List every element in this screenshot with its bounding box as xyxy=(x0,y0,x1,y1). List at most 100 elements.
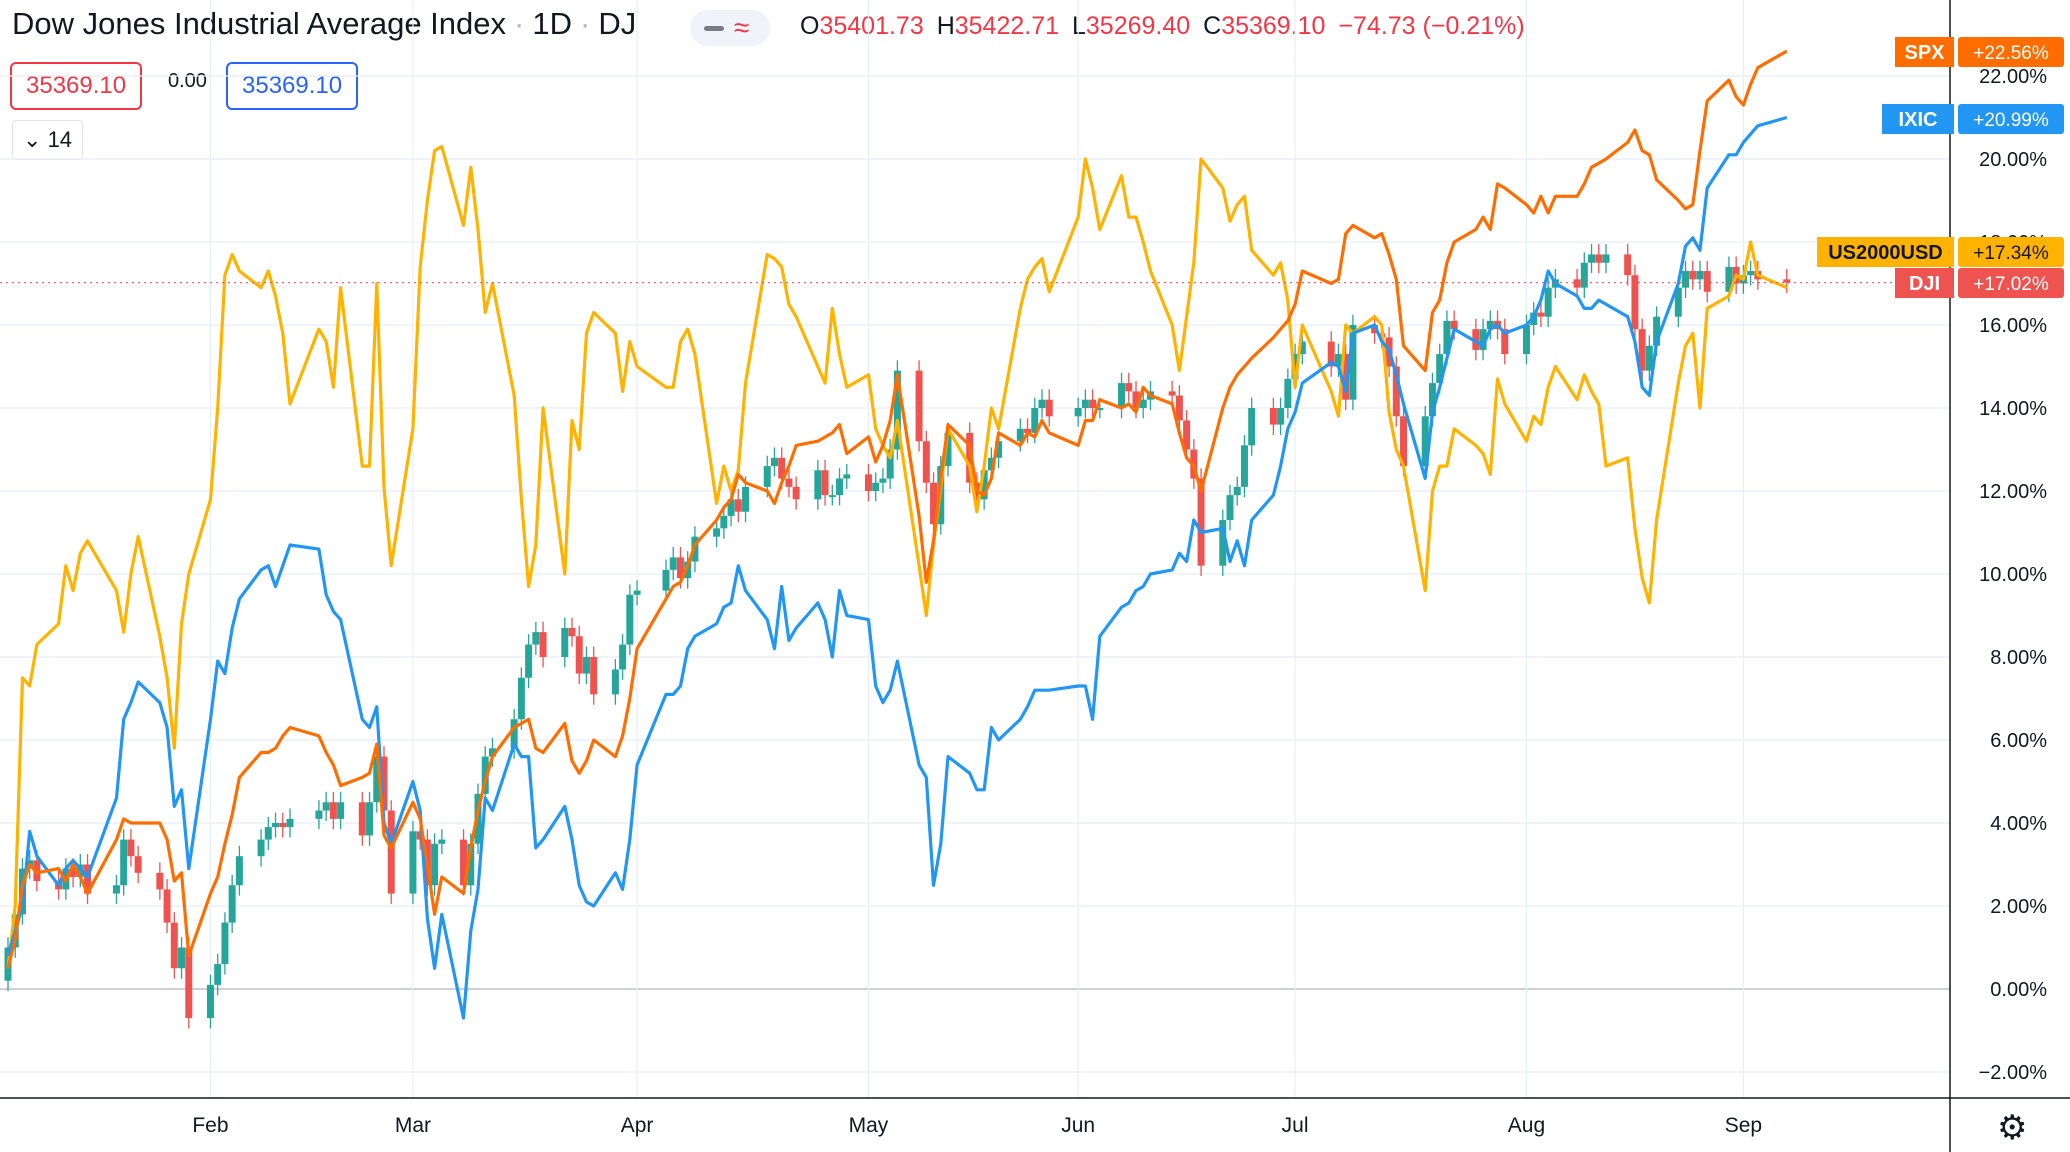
candle-body xyxy=(1096,408,1104,410)
chevron-down-icon: ⌄ xyxy=(23,127,42,152)
candle-body xyxy=(980,470,988,500)
candle-body xyxy=(734,499,742,512)
candle-body xyxy=(872,482,880,491)
high-label: H xyxy=(936,12,955,40)
series-line-spx xyxy=(6,49,1788,969)
candle-body xyxy=(1038,399,1046,408)
candle-body xyxy=(684,561,692,579)
candle-body xyxy=(821,470,829,496)
candle-body xyxy=(1747,271,1755,276)
candle-body xyxy=(915,370,923,442)
candle-body xyxy=(1486,320,1494,330)
close-label: C xyxy=(1203,12,1222,40)
candle-body xyxy=(1443,320,1451,355)
candle-body xyxy=(387,810,395,894)
y-tick-label: 0.00% xyxy=(1990,979,2047,1001)
candle-body xyxy=(561,627,569,657)
x-tick-label: Mar xyxy=(395,1114,431,1137)
candle-body xyxy=(409,831,417,894)
series-badge-ixic: IXIC +20.99% xyxy=(1882,104,2064,134)
candle-body xyxy=(864,474,872,491)
badge-value-bg xyxy=(1958,268,2064,298)
candle-body xyxy=(1588,254,1596,263)
badge-name-bg xyxy=(1895,268,1954,298)
badge-name: IXIC xyxy=(1899,109,1938,131)
candle-body xyxy=(763,466,771,487)
candle-body xyxy=(785,478,793,487)
badge-name: SPX xyxy=(1904,42,1945,64)
candle-body xyxy=(1349,325,1357,400)
series-line-ixic xyxy=(6,115,1788,1020)
badge-name-bg xyxy=(1882,104,1954,134)
y-tick-label: 14.00% xyxy=(1979,398,2047,420)
candle-body xyxy=(373,756,381,803)
candle-body xyxy=(1016,428,1024,442)
candle-body xyxy=(1233,486,1241,496)
candle-body xyxy=(322,802,330,811)
badge-name-bg xyxy=(1817,237,1954,267)
candle-body xyxy=(214,964,222,985)
y-tick-label: 12.00% xyxy=(1979,481,2047,503)
candle-body xyxy=(185,947,193,1019)
candle-body xyxy=(886,449,894,479)
y-tick-label: 8.00% xyxy=(1990,647,2047,669)
candle-body xyxy=(1024,428,1032,433)
candle-body xyxy=(163,889,171,923)
candle-body xyxy=(366,802,374,836)
buy-price-box[interactable]: 35369.10 xyxy=(226,62,359,110)
chart-style-toggle[interactable]: ≈ xyxy=(690,10,770,46)
low-value: 35269.40 xyxy=(1085,12,1191,40)
candle-body xyxy=(1074,408,1082,417)
candle-body xyxy=(235,856,243,886)
y-tick-label: 16.00% xyxy=(1979,315,2047,337)
candle-body xyxy=(1269,408,1277,425)
candle-body xyxy=(279,823,287,828)
candle-body xyxy=(358,802,366,836)
candle-body xyxy=(170,922,178,969)
candle-body xyxy=(1334,354,1342,367)
candle-body xyxy=(1544,287,1552,317)
candle-body xyxy=(575,636,583,674)
interval-label[interactable]: 1D xyxy=(532,6,572,41)
candle-body xyxy=(1696,271,1704,280)
candle-body xyxy=(1638,329,1646,371)
candle-body xyxy=(206,984,214,1019)
candle-body xyxy=(1132,391,1140,408)
badge-value-bg xyxy=(1958,37,2064,67)
badge-value-bg xyxy=(1958,104,2064,134)
candle-body xyxy=(1118,383,1126,408)
candle-body xyxy=(272,823,280,828)
length-selector[interactable]: ⌄ 14 xyxy=(12,120,84,160)
badge-value: +17.34% xyxy=(1973,243,2049,264)
candle-body xyxy=(1045,399,1053,417)
candle-body xyxy=(1175,395,1183,421)
candle-body xyxy=(995,441,1003,458)
x-tick-label: Sep xyxy=(1725,1114,1762,1137)
ohlc-readout: O35401.73 H35422.71 L35269.40 C35369.10 … xyxy=(800,12,1525,41)
candle-body xyxy=(611,669,619,695)
candle-body xyxy=(286,818,294,828)
candle-body xyxy=(814,470,822,500)
gear-icon[interactable]: ⚙ xyxy=(1997,1109,2028,1147)
x-tick-label: Aug xyxy=(1508,1114,1545,1137)
candle-body xyxy=(1501,329,1509,355)
candle-body xyxy=(1725,266,1733,292)
candle-body xyxy=(1472,329,1480,350)
x-tick-label: Feb xyxy=(192,1114,228,1137)
candle-body xyxy=(1682,271,1690,288)
symbol-title[interactable]: Dow Jones Industrial Average Index · 1D · DJ xyxy=(12,6,637,41)
symbol-name: Dow Jones Industrial Average Index xyxy=(12,6,507,41)
candle-body xyxy=(843,474,851,479)
candle-body xyxy=(532,632,540,645)
candle-body xyxy=(1595,254,1603,263)
minus-icon xyxy=(704,26,724,31)
candle-body xyxy=(1645,345,1653,371)
candle-body xyxy=(127,839,135,857)
candle-body xyxy=(1168,391,1176,396)
candle-body xyxy=(879,478,887,483)
candle-body xyxy=(84,864,92,894)
x-tick-label: Apr xyxy=(621,1114,654,1137)
length-value: 14 xyxy=(47,127,73,152)
candle-body xyxy=(720,515,728,529)
